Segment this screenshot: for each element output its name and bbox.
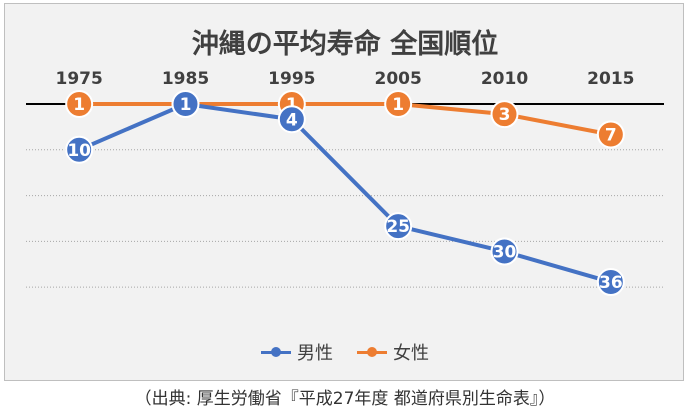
- series-line: [79, 102, 612, 137]
- data-label: 4: [286, 110, 298, 130]
- data-point: [490, 100, 519, 129]
- legend-female-label: 女性: [393, 343, 429, 364]
- x-tick-label: 1985: [162, 69, 209, 89]
- data-point: [490, 237, 519, 266]
- chart-frame: [4, 3, 684, 381]
- data-label: 7: [605, 126, 617, 146]
- source-note: （出典: 厚生労働省『平成27年度 都道府県別生命表』）: [134, 389, 556, 409]
- legend-male-marker: [261, 345, 291, 359]
- x-tick-label: 2015: [587, 69, 634, 89]
- data-point: [596, 268, 625, 297]
- data-point: [65, 90, 94, 118]
- x-tick-label: 1995: [268, 69, 315, 89]
- legend-item-male: 男性: [261, 339, 333, 365]
- legend-item-female: 女性: [357, 339, 429, 365]
- data-label: 1: [286, 95, 298, 115]
- data-label: 36: [599, 273, 623, 293]
- data-label: 1: [180, 95, 192, 115]
- data-point: [171, 90, 200, 118]
- x-tick-label: 2005: [375, 69, 422, 89]
- data-point: [384, 90, 413, 118]
- data-point: [65, 135, 94, 164]
- data-label: 25: [386, 217, 410, 237]
- data-label: 3: [499, 105, 511, 125]
- legend-male-label: 男性: [297, 343, 333, 364]
- x-tick-label: 1975: [56, 69, 103, 89]
- legend: 男性 女性: [0, 339, 690, 365]
- x-tick-label: 2010: [481, 69, 528, 89]
- data-point: [277, 105, 306, 134]
- series-line: [78, 102, 612, 284]
- data-label: 30: [493, 243, 517, 263]
- data-label: 1: [392, 95, 404, 115]
- data-point: [384, 212, 413, 241]
- chart-title: 沖縄の平均寿命 全国順位: [191, 29, 499, 60]
- data-point: [596, 120, 625, 149]
- data-label: 10: [67, 141, 91, 161]
- data-label: 1: [73, 95, 85, 115]
- legend-female-marker: [357, 345, 387, 359]
